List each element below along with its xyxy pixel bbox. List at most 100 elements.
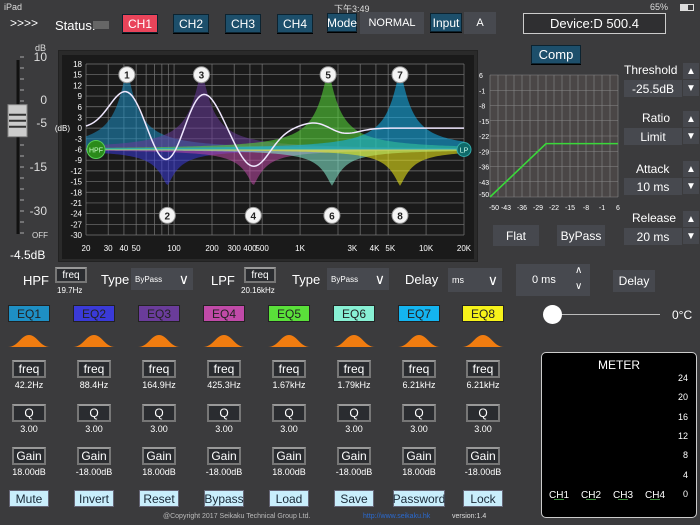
eq5-gain-button[interactable]: Gain <box>272 447 306 465</box>
eq4-q-button[interactable]: Q <box>207 404 241 422</box>
input-value[interactable]: A <box>464 12 496 34</box>
peak-filter-icon[interactable] <box>138 332 180 348</box>
ratio-up-icon[interactable]: ▲ <box>683 111 699 127</box>
comp-button[interactable]: Comp <box>531 45 581 64</box>
ratio-value[interactable]: Limit <box>624 128 682 145</box>
eq8-gain-button[interactable]: Gain <box>466 447 500 465</box>
eq5-freq-button[interactable]: freq <box>272 360 306 378</box>
peak-filter-icon[interactable] <box>333 332 375 348</box>
threshold-down-icon[interactable]: ▼ <box>683 80 699 96</box>
mode-button[interactable]: Mode <box>327 13 357 32</box>
eq-node-7[interactable]: 7 <box>391 66 409 84</box>
eq7-button[interactable]: EQ7 <box>398 305 440 322</box>
peak-filter-icon[interactable] <box>268 332 310 348</box>
eq6-button[interactable]: EQ6 <box>333 305 375 322</box>
eq2-freq-button[interactable]: freq <box>77 360 111 378</box>
eq8-freq-button[interactable]: freq <box>466 360 500 378</box>
eq3-freq-button[interactable]: freq <box>142 360 176 378</box>
bypass-comp-button[interactable]: ByPass <box>557 225 605 246</box>
channel-ch2-button[interactable]: CH2 <box>173 14 209 33</box>
peak-filter-icon[interactable] <box>462 332 504 348</box>
peak-filter-icon[interactable] <box>73 332 115 348</box>
input-button[interactable]: Input <box>430 13 462 32</box>
release-down-icon[interactable]: ▼ <box>683 228 699 244</box>
attack-down-icon[interactable]: ▼ <box>683 178 699 194</box>
attack-value[interactable]: 10 ms <box>624 178 682 195</box>
delay-value[interactable]: 0 ms <box>516 264 590 296</box>
eq4-freq-button[interactable]: freq <box>207 360 241 378</box>
website-link[interactable]: http://www.seikaku.hk <box>363 513 431 520</box>
eq2-button[interactable]: EQ2 <box>73 305 115 322</box>
ratio-down-icon[interactable]: ▼ <box>683 128 699 144</box>
eq6-q-button[interactable]: Q <box>337 404 371 422</box>
eq8-freq-value: 6.21kHz <box>466 380 500 390</box>
delay-button[interactable]: Delay <box>613 270 655 292</box>
temperature-slider-thumb[interactable] <box>543 305 562 324</box>
flat-button[interactable]: Flat <box>493 225 539 246</box>
lock-button[interactable]: Lock <box>463 490 503 507</box>
eq3-q-button[interactable]: Q <box>142 404 176 422</box>
hpf-type-select[interactable]: ByPass ∨ <box>131 268 193 290</box>
peak-filter-icon[interactable] <box>8 332 50 348</box>
delay-down-icon[interactable]: ∨ <box>575 281 583 292</box>
eq8-q-button[interactable]: Q <box>466 404 500 422</box>
eq8-button[interactable]: EQ8 <box>462 305 504 322</box>
threshold-up-icon[interactable]: ▲ <box>683 63 699 79</box>
channel-ch3-button[interactable]: CH3 <box>225 14 261 33</box>
save-button[interactable]: Save <box>334 490 374 507</box>
eq1-button[interactable]: EQ1 <box>8 305 50 322</box>
temperature-slider-track[interactable] <box>552 314 660 315</box>
bypass-button[interactable]: Bypass <box>204 490 244 507</box>
eq2-q-button[interactable]: Q <box>77 404 111 422</box>
eq7-freq-button[interactable]: freq <box>402 360 436 378</box>
eq5-button[interactable]: EQ5 <box>268 305 310 322</box>
lpf-type-select[interactable]: ByPass ∨ <box>327 268 389 290</box>
hpf-freq-button[interactable]: freq <box>55 267 87 283</box>
eq7-q-button[interactable]: Q <box>402 404 436 422</box>
reset-button[interactable]: Reset <box>139 490 179 507</box>
password-button[interactable]: Password <box>392 490 446 507</box>
invert-button[interactable]: Invert <box>74 490 114 507</box>
eq-node-6[interactable]: 6 <box>323 206 341 224</box>
eq3-gain-button[interactable]: Gain <box>142 447 176 465</box>
eq4-gain-button[interactable]: Gain <box>207 447 241 465</box>
menu-button[interactable]: >>>> <box>10 16 39 30</box>
delay-unit-select[interactable]: ms ∨ <box>448 268 502 292</box>
release-up-icon[interactable]: ▲ <box>683 211 699 227</box>
eq6-gain-button[interactable]: Gain <box>337 447 371 465</box>
eq-node-4[interactable]: 4 <box>244 206 262 224</box>
comp-y-tick: -43 <box>479 180 489 187</box>
eq1-freq-button[interactable]: freq <box>12 360 46 378</box>
load-button[interactable]: Load <box>269 490 309 507</box>
peak-filter-icon[interactable] <box>203 332 245 348</box>
lpf-freq-button[interactable]: freq <box>244 267 276 283</box>
lpf-node[interactable]: LP <box>456 142 472 157</box>
peak-filter-icon[interactable] <box>398 332 440 348</box>
eq-node-1[interactable]: 1 <box>118 66 136 84</box>
release-value[interactable]: 20 ms <box>624 228 682 245</box>
eq4-button[interactable]: EQ4 <box>203 305 245 322</box>
hpf-node[interactable]: HPF <box>86 140 106 159</box>
eq-node-8[interactable]: 8 <box>391 206 409 224</box>
mode-value[interactable]: NORMAL <box>360 12 424 34</box>
mute-button[interactable]: Mute <box>9 490 49 507</box>
eq1-gain-button[interactable]: Gain <box>12 447 46 465</box>
eq5-q-button[interactable]: Q <box>272 404 306 422</box>
channel-ch4-button[interactable]: CH4 <box>277 14 313 33</box>
fader-knob[interactable] <box>7 104 28 138</box>
channel-ch1-button[interactable]: CH1 <box>122 14 158 33</box>
eq-node-3[interactable]: 3 <box>192 66 210 84</box>
eq7-gain-button[interactable]: Gain <box>402 447 436 465</box>
eq6-freq-button[interactable]: freq <box>337 360 371 378</box>
threshold-value[interactable]: -25.5dB <box>624 80 682 97</box>
master-fader[interactable]: dB 10 0 -5 -15 -30 OFF <box>0 40 60 265</box>
eq-node-2[interactable]: 2 <box>158 206 176 224</box>
delay-up-icon[interactable]: ∧ <box>575 265 583 276</box>
eq2-gain-button[interactable]: Gain <box>77 447 111 465</box>
attack-up-icon[interactable]: ▲ <box>683 161 699 177</box>
eq3-button[interactable]: EQ3 <box>138 305 180 322</box>
eq-node-5[interactable]: 5 <box>319 66 337 84</box>
eq1-q-button[interactable]: Q <box>12 404 46 422</box>
device-name: iPad <box>4 2 23 12</box>
